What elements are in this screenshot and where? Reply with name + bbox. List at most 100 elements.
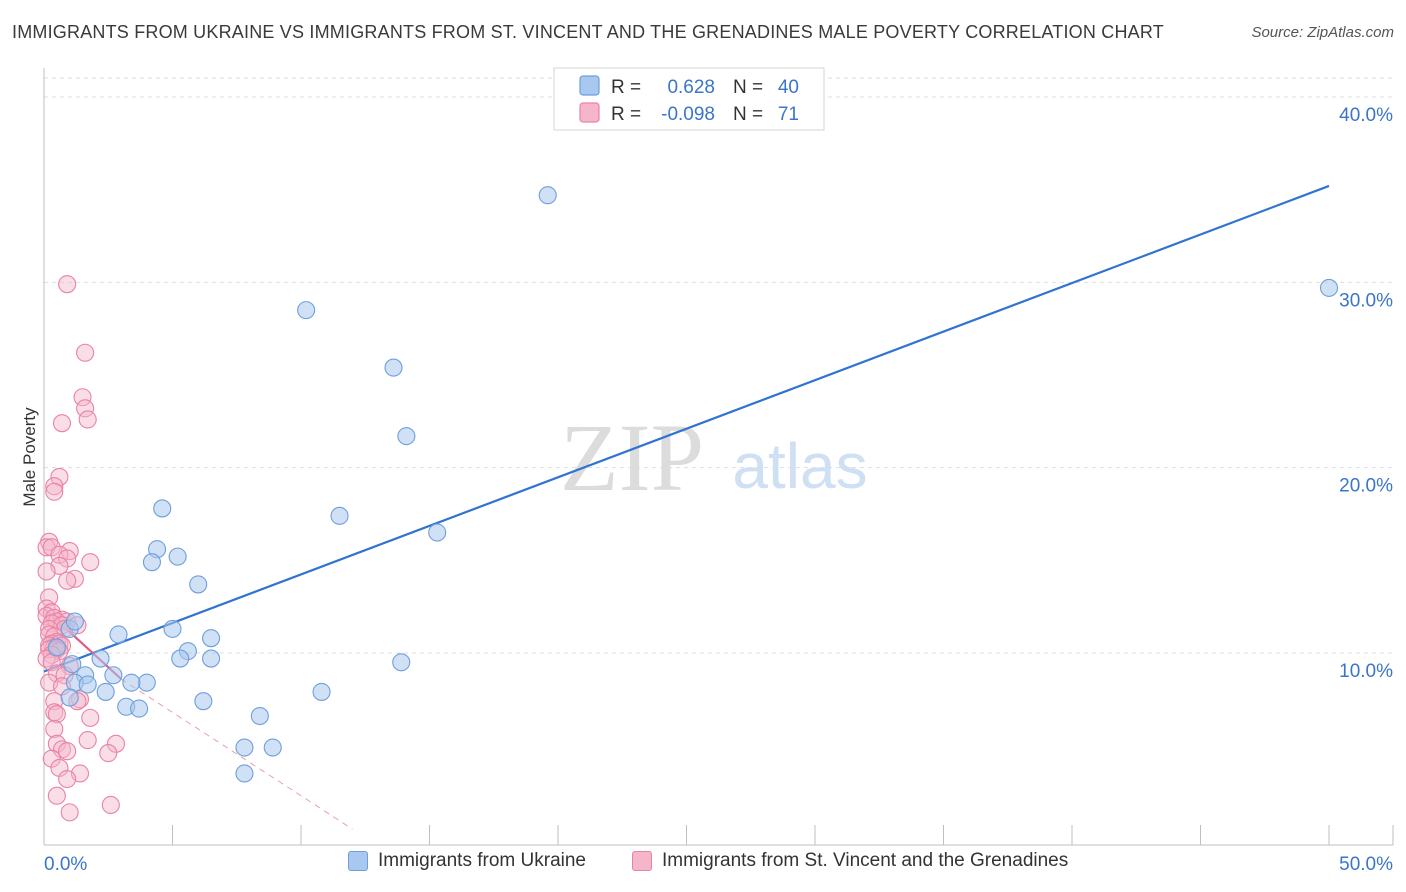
trend-line-st-vincent — [120, 678, 353, 830]
data-point-ukraine — [189, 575, 208, 594]
data-point-st-vincent — [76, 343, 95, 362]
axes — [43, 68, 1394, 846]
data-point-st-vincent — [81, 553, 100, 572]
data-point-st-vincent — [65, 569, 84, 588]
watermark-zip: ZIP — [560, 404, 704, 511]
legend-r-label-ukraine: R = — [611, 77, 641, 98]
x-tick-label: 50.0% — [1339, 854, 1393, 875]
y-tick-label: 30.0% — [1339, 290, 1393, 311]
data-point-ukraine — [194, 692, 213, 711]
source-label: Source: ZipAtlas.com — [1251, 24, 1394, 41]
data-point-st-vincent — [45, 477, 64, 496]
y-axis-label: Male Poverty — [20, 407, 39, 507]
legend-n-label-st-vincent: N = — [733, 104, 763, 125]
bottom-legend-item-ukraine: Immigrants from Ukraine — [348, 850, 586, 872]
data-point-ukraine — [392, 653, 411, 672]
data-point-st-vincent — [58, 769, 77, 789]
watermark-atlas: atlas — [732, 430, 867, 502]
data-point-ukraine — [96, 682, 115, 701]
data-point-ukraine — [235, 738, 254, 757]
data-point-ukraine — [168, 547, 187, 566]
legend-box: R = 0.628 N = 40 R = -0.098 N = 71 — [553, 67, 825, 131]
legend-r-label-st-vincent: R = — [611, 104, 641, 125]
legend-r-value-st-vincent: -0.098 — [661, 104, 715, 125]
data-point-ukraine — [428, 523, 447, 542]
data-point-st-vincent — [47, 705, 66, 724]
data-point-ukraine — [91, 649, 110, 668]
data-point-st-vincent — [76, 399, 95, 418]
data-point-ukraine — [104, 666, 123, 685]
gridlines — [44, 77, 1393, 654]
data-point-st-vincent — [58, 549, 77, 568]
data-point-ukraine — [109, 625, 128, 644]
bottom-legend-swatch-ukraine — [348, 851, 368, 871]
bottom-legend-swatch-st-vincent — [632, 851, 652, 871]
trend-line-st-vincent — [43, 607, 122, 680]
legend-r-value-ukraine: 0.628 — [667, 77, 715, 98]
data-point-ukraine — [142, 553, 161, 572]
data-point-st-vincent — [73, 388, 92, 407]
bottom-legend-item-st-vincent: Immigrants from St. Vincent and the Gren… — [632, 850, 1068, 872]
tick-labels: 10.0% 20.0% 30.0% 40.0% 0.0% 50.0% — [44, 105, 1393, 875]
legend-swatch-st-vincent — [579, 102, 600, 123]
data-point-st-vincent — [47, 786, 66, 805]
trend-lines — [43, 184, 1330, 830]
data-point-st-vincent — [58, 275, 77, 294]
data-point-ukraine — [78, 675, 97, 694]
data-point-st-vincent — [99, 744, 118, 763]
bottom-legend-label-ukraine: Immigrants from Ukraine — [378, 850, 586, 871]
data-point-ukraine — [397, 427, 416, 446]
data-point-ukraine — [1319, 278, 1339, 297]
legend-n-value-st-vincent: 71 — [778, 104, 799, 125]
data-point-ukraine — [47, 638, 66, 657]
data-point-st-vincent — [106, 734, 126, 753]
data-point-ukraine — [235, 764, 254, 783]
data-point-st-vincent — [40, 588, 59, 607]
bottom-legend: Immigrants from Ukraine Immigrants from … — [0, 850, 1406, 880]
data-point-ukraine — [65, 612, 84, 631]
data-point-ukraine — [130, 699, 149, 718]
series-st-vincent-points — [37, 275, 126, 822]
data-point-st-vincent — [81, 708, 100, 727]
chart-title: IMMIGRANTS FROM UKRAINE VS IMMIGRANTS FR… — [12, 22, 1164, 42]
bottom-legend-label-st-vincent: Immigrants from St. Vincent and the Gren… — [662, 850, 1069, 871]
data-point-st-vincent — [42, 749, 61, 768]
data-point-st-vincent — [45, 719, 64, 739]
data-point-ukraine — [263, 738, 282, 757]
legend-n-label-ukraine: N = — [733, 77, 763, 98]
data-point-ukraine — [171, 649, 190, 668]
data-point-ukraine — [330, 506, 349, 525]
data-point-st-vincent — [58, 571, 77, 590]
data-point-ukraine — [297, 301, 316, 320]
data-point-ukraine — [384, 358, 403, 377]
data-point-st-vincent — [60, 542, 79, 561]
data-point-ukraine — [63, 655, 82, 674]
data-point-ukraine — [122, 673, 141, 692]
data-point-ukraine — [538, 186, 557, 205]
data-point-ukraine — [137, 673, 156, 692]
legend-swatch-ukraine — [579, 75, 600, 96]
data-point-ukraine — [312, 682, 331, 701]
data-point-st-vincent — [37, 562, 56, 581]
x-tick-label: 0.0% — [44, 854, 87, 875]
legend-n-value-ukraine: 40 — [778, 77, 799, 98]
data-point-st-vincent — [78, 731, 97, 750]
data-point-ukraine — [60, 688, 79, 707]
y-tick-label: 20.0% — [1339, 476, 1393, 497]
y-tick-label: 10.0% — [1339, 661, 1393, 682]
data-point-st-vincent — [101, 795, 120, 815]
trend-line-ukraine — [43, 184, 1330, 673]
data-point-st-vincent — [52, 414, 72, 433]
series-ukraine-points — [47, 186, 1339, 783]
data-point-ukraine — [153, 499, 172, 518]
data-point-ukraine — [202, 649, 221, 668]
data-point-st-vincent — [45, 482, 64, 501]
watermark: ZIP atlas — [560, 404, 868, 511]
data-point-st-vincent — [42, 538, 61, 557]
data-point-st-vincent — [60, 803, 79, 822]
data-point-ukraine — [250, 706, 269, 726]
y-tick-label: 40.0% — [1339, 105, 1393, 126]
data-point-st-vincent — [58, 742, 77, 761]
data-point-ukraine — [202, 629, 221, 648]
